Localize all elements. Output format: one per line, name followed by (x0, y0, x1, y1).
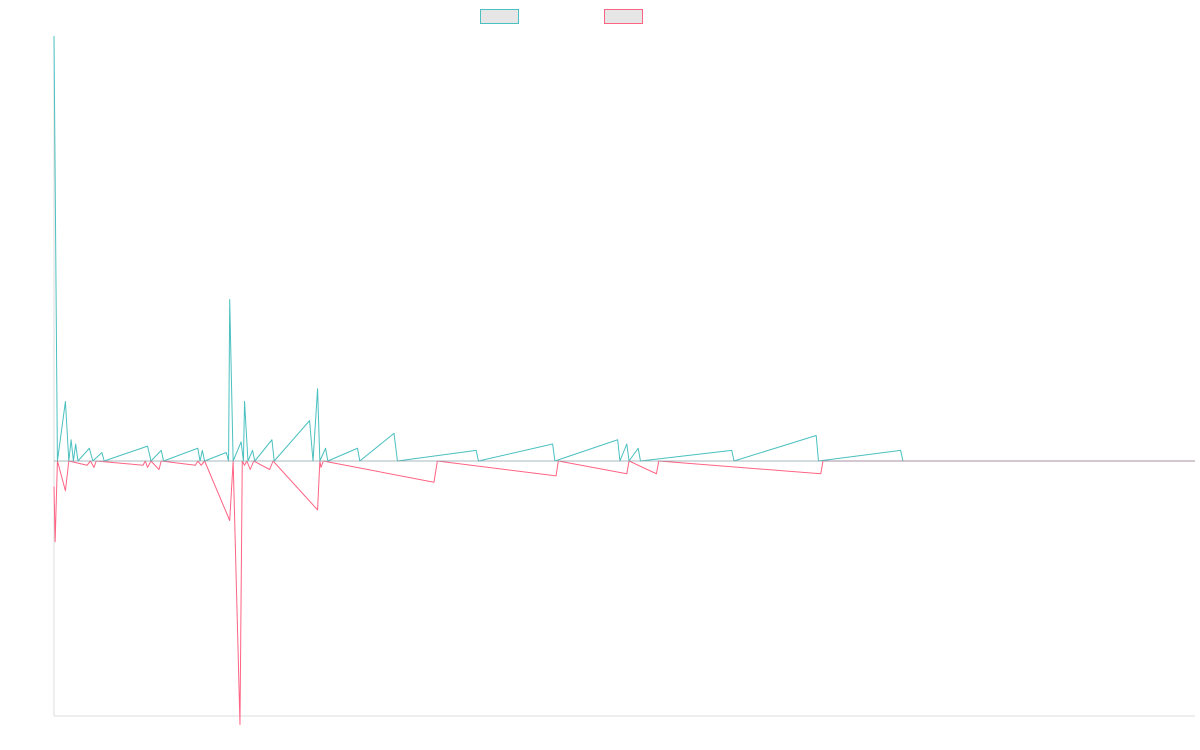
legend-swatch-series-b[interactable] (604, 9, 643, 24)
chart-series (53, 35, 1195, 725)
legend-swatch-series-a[interactable] (480, 9, 519, 24)
chart-axes (53, 36, 1195, 717)
series-line-b (53, 460, 1195, 725)
series-line-a (53, 35, 1195, 462)
